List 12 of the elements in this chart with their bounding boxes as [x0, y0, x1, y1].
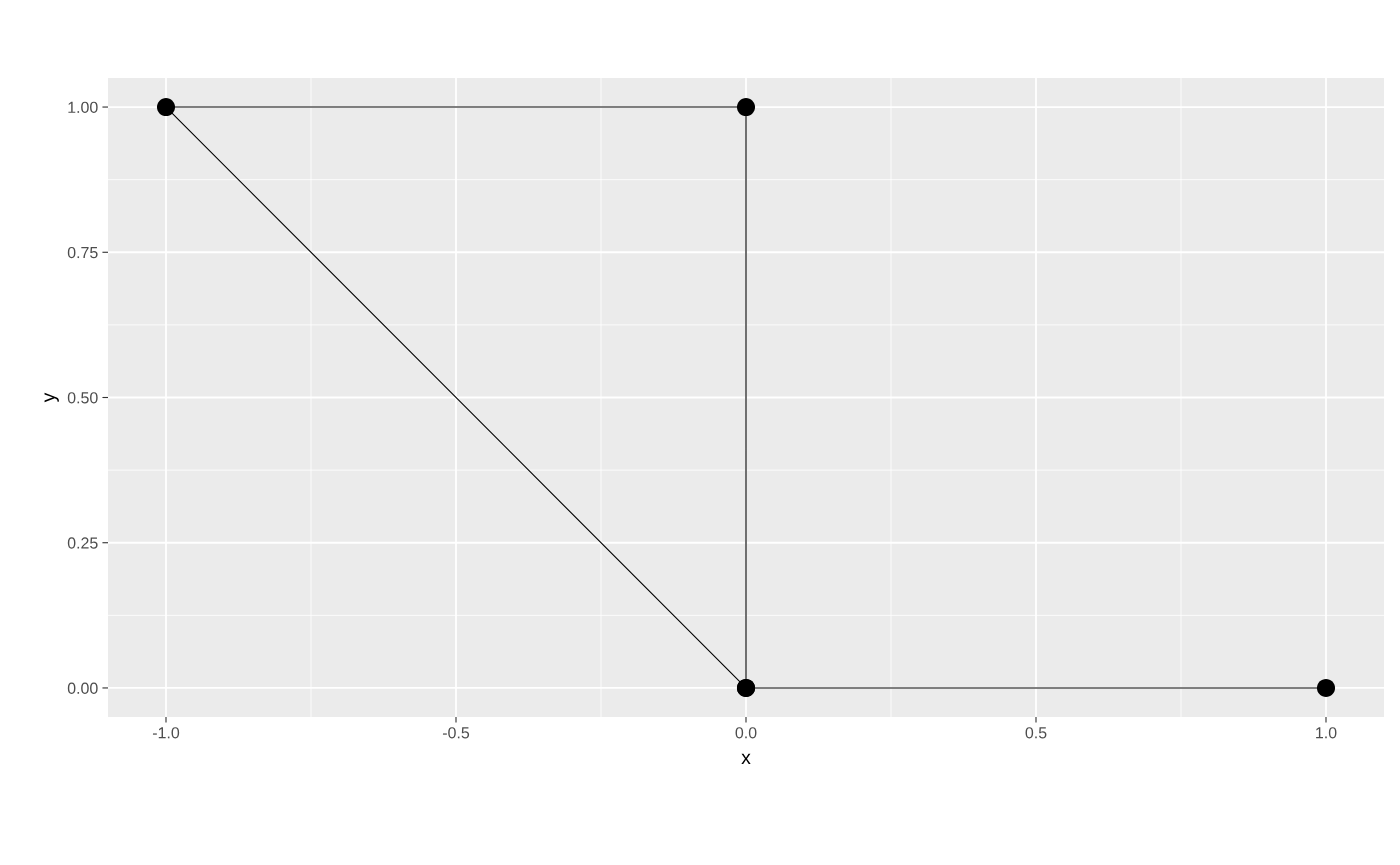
y-tick-label: 0.50 [67, 392, 98, 404]
y-axis-title: y [44, 392, 59, 403]
x-tick-label: -0.5 [442, 727, 470, 739]
y-tick-label: 1.00 [68, 101, 98, 113]
x-tick-label: 0.5 [1025, 727, 1047, 739]
y-tick-label: 0.75 [67, 246, 98, 259]
y-tick-label: 0.00 [67, 682, 98, 694]
x-tick-label: 1.0 [1316, 727, 1337, 739]
y-tick-label: 0.25 [67, 537, 98, 549]
x-tick-label: 0.0 [735, 727, 757, 739]
x-axis-title: x [741, 753, 751, 765]
x-tick-label: -1.0 [152, 727, 180, 739]
